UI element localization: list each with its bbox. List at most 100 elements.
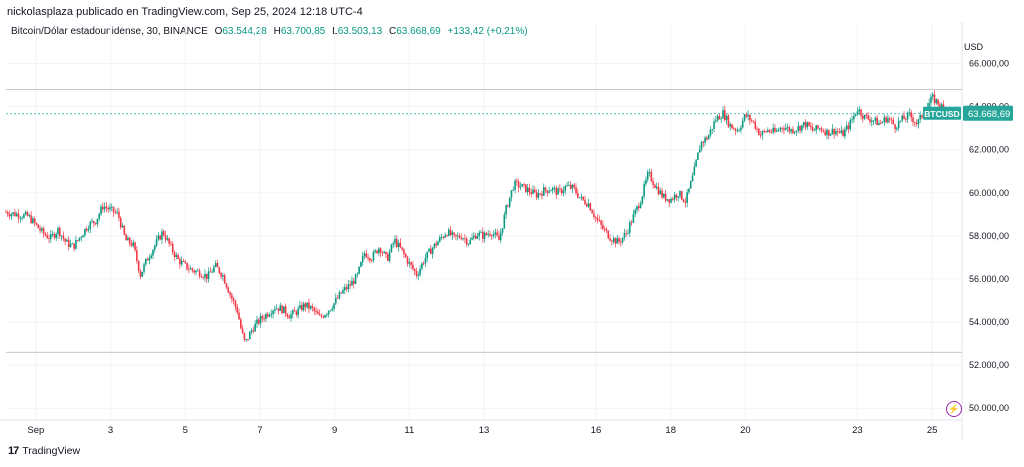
candle-body — [428, 248, 430, 252]
candle-body — [387, 254, 389, 261]
candle-body — [482, 231, 484, 239]
candle-body — [550, 190, 552, 192]
candle-body — [30, 215, 32, 224]
candle-body — [342, 290, 344, 294]
candle-body — [277, 308, 280, 312]
candle-body — [636, 206, 638, 210]
candle-body — [519, 186, 522, 188]
candle-body — [390, 244, 393, 252]
candle-body — [421, 263, 423, 269]
candle-body — [566, 185, 568, 187]
candle-body — [682, 199, 685, 202]
open-value: 63.544,28 — [222, 26, 267, 37]
candle-body — [437, 241, 439, 246]
candle-body — [438, 237, 441, 242]
candle-body — [125, 234, 127, 241]
candle-body — [788, 127, 791, 132]
candle-body — [80, 237, 83, 239]
candle-body — [806, 122, 809, 128]
candle-body — [168, 238, 170, 244]
candle-body — [406, 257, 409, 264]
candle-body — [376, 250, 378, 254]
x-tick-label: 11 — [404, 425, 414, 436]
candle-body — [145, 258, 147, 265]
candle-body — [119, 217, 122, 228]
candle-body — [679, 191, 681, 197]
candle-body — [614, 238, 617, 244]
candle-body — [259, 316, 262, 324]
candle-body — [578, 197, 581, 199]
candle-body — [901, 115, 904, 121]
candle-body — [770, 131, 773, 133]
candle-body — [252, 330, 255, 332]
candle-body — [792, 129, 794, 133]
currency-label[interactable]: USD — [964, 42, 984, 52]
candle-body — [781, 127, 783, 129]
candle-body — [150, 255, 152, 258]
symbol-description[interactable]: Bitcoin/Dólar estadounidense, 30, BINANC… — [11, 26, 208, 37]
candle-body — [765, 131, 767, 133]
x-tick-label: 23 — [852, 425, 863, 436]
candle-body — [632, 214, 635, 223]
candle-body — [620, 241, 622, 243]
time-axis: Sep 3 5 7 9 11 13 16 18 20 23 25 — [27, 425, 937, 436]
candle-body — [320, 315, 323, 317]
candle-body — [759, 135, 762, 136]
candle-body — [845, 125, 848, 130]
close-value: 63.668,69 — [396, 26, 441, 37]
candle-body — [865, 114, 868, 116]
candle-body — [422, 263, 425, 265]
candle-body — [324, 315, 326, 318]
candle-body — [361, 255, 364, 263]
candle-body — [546, 190, 549, 193]
candle-body — [693, 166, 696, 176]
tradingview-brand: TradingView — [22, 445, 81, 457]
candle-body — [668, 199, 671, 203]
candle-body — [238, 312, 240, 320]
candle-body — [89, 221, 92, 229]
candle-body — [32, 218, 34, 224]
candle-body — [657, 186, 660, 195]
candle-body — [123, 225, 126, 235]
candle-body — [790, 129, 792, 132]
candle-body — [675, 194, 678, 198]
candle-body — [297, 308, 299, 315]
candle-body — [523, 183, 525, 185]
candle-body — [600, 220, 602, 225]
candle-body — [143, 264, 145, 272]
candle-body — [593, 213, 595, 217]
candle-body — [661, 190, 663, 198]
candle-body — [777, 130, 780, 131]
candle-body — [471, 237, 473, 240]
last-price-tag: BTCUSD 63.668,69 — [923, 105, 1013, 121]
candle-body — [186, 262, 188, 270]
candle-body — [582, 196, 584, 200]
lightning-icon[interactable]: ⚡ — [946, 401, 962, 417]
candle-body — [589, 203, 592, 211]
candle-body — [888, 118, 891, 120]
candle-body — [397, 242, 400, 247]
candle-body — [501, 228, 504, 233]
candle-body — [775, 130, 778, 132]
candle-body — [12, 212, 14, 214]
candle-body — [336, 298, 339, 299]
candle-body — [630, 222, 633, 224]
x-tick-label: 13 — [479, 425, 490, 436]
candle-body — [743, 114, 746, 121]
horizontal-lines — [6, 88, 962, 353]
candle-body — [580, 196, 583, 198]
x-tick-label: 16 — [591, 425, 602, 436]
candle-body — [731, 124, 733, 129]
candle-body — [412, 264, 414, 270]
candle-body — [248, 332, 251, 340]
candle-body — [456, 235, 459, 237]
candle-body — [745, 114, 748, 117]
candle-body — [856, 111, 859, 115]
candle-body — [700, 141, 703, 150]
candle-body — [51, 233, 54, 235]
candle-body — [672, 198, 674, 200]
candle-body — [162, 231, 165, 236]
candle-body — [331, 308, 334, 311]
candle-body — [365, 253, 368, 258]
